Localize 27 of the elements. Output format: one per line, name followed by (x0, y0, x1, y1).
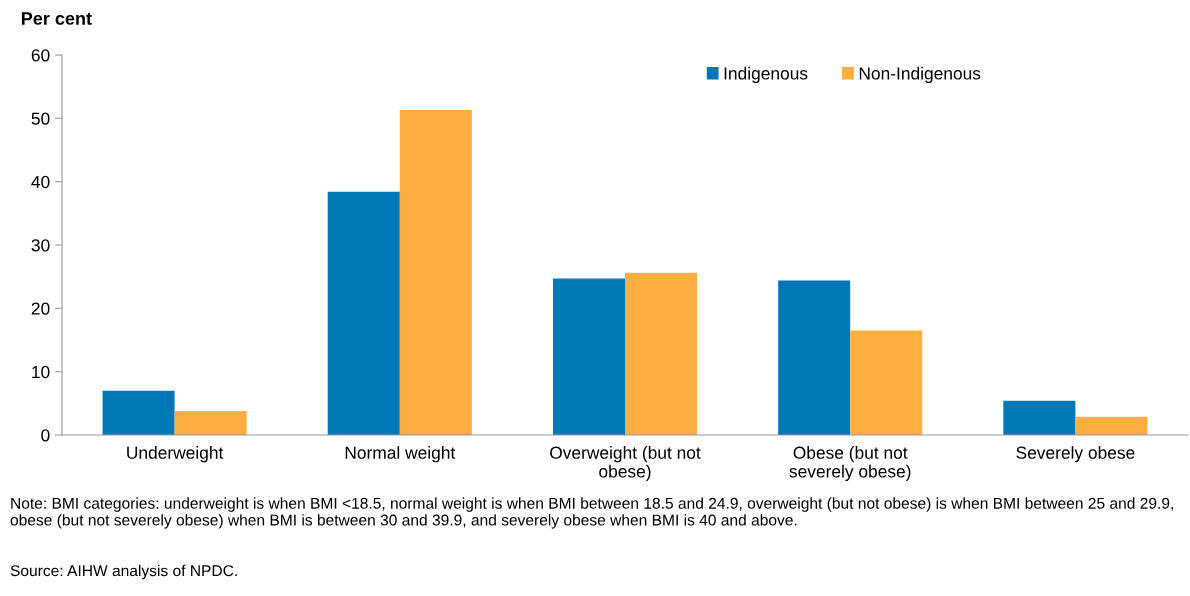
source-note: Source: AIHW analysis of NPDC. (10, 564, 237, 580)
y-tick-label: 10 (32, 365, 50, 379)
bar (778, 280, 851, 435)
x-tick-label: Underweight (127, 446, 224, 463)
x-tick-label: Overweight (but not obese) (550, 446, 701, 481)
legend-label: Non-Indigenous (859, 66, 981, 84)
bar (850, 330, 923, 435)
bar (1075, 416, 1148, 435)
x-tick-label: Normal weight (345, 446, 456, 463)
bar (625, 272, 698, 435)
legend-label: Indigenous (724, 66, 808, 84)
bar (552, 278, 625, 435)
y-axis-title: Per cent (21, 12, 92, 25)
y-tick-label: 20 (31, 302, 50, 315)
bar (174, 410, 247, 435)
bar (102, 390, 175, 435)
text: Note: BMI categories: underweight is when BMI <18.5, normal weight is when BMI between 18.5 and 24.9, overweight (but not obese) is when BMI between 25 and 29.9, obese (but not severely obese) when BMI is between 30 and 39.9, and severely obese when BMI is 40 and above. (10, 497, 1173, 529)
bar (1003, 400, 1076, 435)
y-tick-label: 0 (41, 429, 50, 442)
y-tick-label: 50 (31, 112, 50, 125)
x-tick-label: Obese (but not severely obese) (789, 446, 911, 481)
y-tick-label: 30 (31, 239, 50, 252)
y-tick-label: 60 (31, 49, 50, 62)
x-tick-label: Severely obese (1016, 446, 1135, 463)
y-tick-label: 40 (31, 175, 50, 189)
bar (327, 191, 400, 435)
bar (399, 110, 472, 435)
